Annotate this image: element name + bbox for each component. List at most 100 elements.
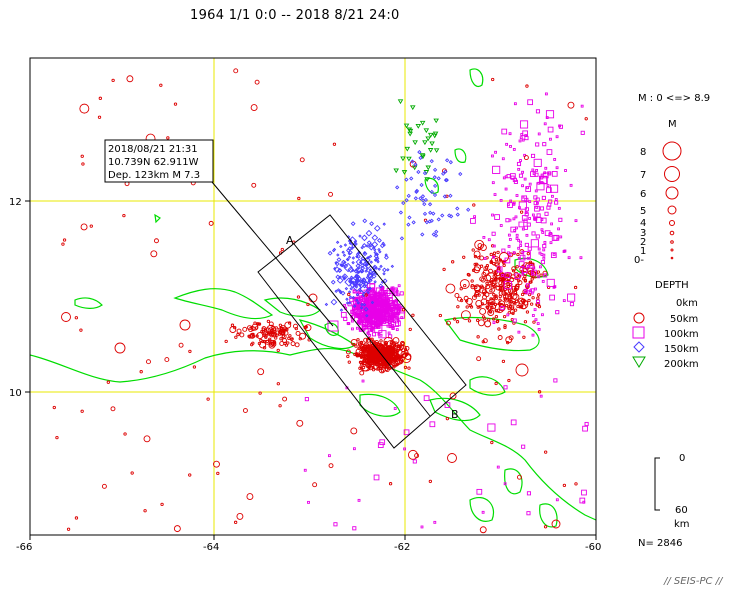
- earthquake-marker: [351, 327, 354, 331]
- x-tick-label: -66: [16, 542, 32, 553]
- earthquake-marker: [496, 308, 501, 312]
- earthquake-marker: [512, 148, 516, 151]
- earthquake-marker: [481, 289, 487, 295]
- earthquake-marker: [373, 224, 381, 232]
- earthquake-marker: [363, 337, 369, 343]
- earthquake-marker: [532, 172, 536, 176]
- earthquake-marker: [545, 110, 555, 119]
- earthquake-marker: [381, 241, 385, 246]
- earthquake-marker: [513, 302, 517, 306]
- earthquake-marker: [353, 312, 357, 315]
- earthquake-marker: [386, 268, 390, 272]
- earthquake-marker: [246, 493, 254, 501]
- earthquake-marker: [336, 253, 340, 257]
- earthquake-marker: [303, 468, 307, 472]
- earthquake-marker: [513, 179, 518, 184]
- earthquake-marker: [362, 218, 368, 224]
- earthquake-marker: [345, 301, 350, 305]
- earthquake-marker: [365, 229, 373, 237]
- magnitude-label: 8: [640, 147, 646, 158]
- earthquake-marker: [442, 267, 446, 272]
- earthquake-marker: [150, 250, 158, 258]
- earthquake-marker: [540, 218, 544, 222]
- earthquake-marker: [265, 339, 269, 344]
- earthquake-marker: [458, 171, 463, 177]
- earthquake-marker: [433, 148, 440, 154]
- earthquake-marker: [306, 302, 310, 307]
- earthquake-marker: [422, 170, 428, 176]
- earthquake-marker: [406, 222, 411, 227]
- earthquake-marker: [290, 341, 296, 347]
- earthquake-marker: [531, 231, 536, 236]
- earthquake-marker: [360, 265, 366, 271]
- earthquake-marker: [431, 211, 436, 216]
- earthquake-marker: [550, 222, 554, 226]
- y-tick-label: 10: [9, 388, 22, 399]
- earthquake-marker: [283, 330, 289, 336]
- section-start-label: A: [286, 234, 294, 247]
- earthquake-marker: [364, 263, 368, 267]
- earthquake-marker: [375, 297, 382, 304]
- earthquake-marker: [373, 258, 378, 262]
- earthquake-marker: [384, 254, 389, 260]
- earthquake-marker: [296, 295, 301, 299]
- earthquake-marker: [536, 270, 541, 274]
- earthquake-marker: [580, 104, 584, 108]
- earthquake-marker: [490, 277, 494, 282]
- earthquake-marker: [530, 171, 536, 177]
- earthquake-marker: [554, 200, 559, 205]
- earthquake-marker: [335, 274, 341, 280]
- earthquake-marker: [340, 263, 344, 268]
- earthquake-marker: [479, 276, 485, 282]
- earthquake-marker: [348, 295, 353, 299]
- earthquake-marker: [462, 255, 466, 259]
- earthquake-marker: [173, 102, 178, 106]
- earthquake-marker: [347, 279, 352, 283]
- earthquake-marker: [557, 227, 560, 231]
- earthquake-marker: [432, 131, 439, 137]
- earthquake-marker: [130, 471, 134, 475]
- earthquake-marker: [379, 316, 386, 322]
- earthquake-marker: [535, 109, 541, 114]
- earthquake-marker: [513, 102, 517, 106]
- earthquake-marker: [295, 330, 301, 336]
- earthquake-marker: [358, 288, 363, 293]
- earthquake-marker: [528, 200, 532, 203]
- earthquake-marker: [535, 142, 540, 147]
- earthquake-marker: [242, 326, 248, 332]
- earthquake-marker: [342, 277, 346, 281]
- earthquake-marker: [401, 170, 408, 175]
- earthquake-marker: [239, 332, 245, 338]
- earthquake-marker: [477, 319, 485, 327]
- earthquake-marker: [509, 145, 512, 148]
- earthquake-marker: [327, 250, 333, 256]
- earthquake-marker: [497, 327, 501, 331]
- earthquake-marker: [367, 277, 372, 282]
- earthquake-marker: [359, 306, 364, 310]
- earthquake-marker: [393, 364, 397, 368]
- earthquake-marker: [356, 338, 360, 342]
- earthquake-marker: [542, 142, 547, 147]
- earthquake-marker: [527, 256, 530, 260]
- earthquake-marker: [366, 280, 371, 285]
- earthquake-marker: [518, 173, 524, 178]
- earthquake-marker: [467, 319, 472, 323]
- earthquake-marker: [343, 262, 353, 273]
- earthquake-marker: [471, 248, 475, 252]
- earthquake-marker: [406, 127, 413, 133]
- earthquake-marker: [528, 182, 532, 186]
- earthquake-marker: [393, 341, 399, 347]
- earthquake-marker: [178, 342, 184, 348]
- earthquake-marker: [379, 264, 383, 269]
- credit-text: // SEIS-PC //: [663, 576, 724, 587]
- earthquake-marker: [234, 335, 238, 339]
- earthquake-marker: [491, 317, 496, 321]
- earthquake-marker: [515, 194, 519, 197]
- earthquake-marker: [449, 214, 454, 219]
- earthquake-marker: [419, 182, 424, 188]
- earthquake-marker: [337, 268, 343, 273]
- earthquake-marker: [543, 525, 548, 529]
- earthquake-marker: [479, 526, 487, 534]
- earthquake-marker: [492, 165, 501, 174]
- earthquake-marker: [362, 312, 369, 318]
